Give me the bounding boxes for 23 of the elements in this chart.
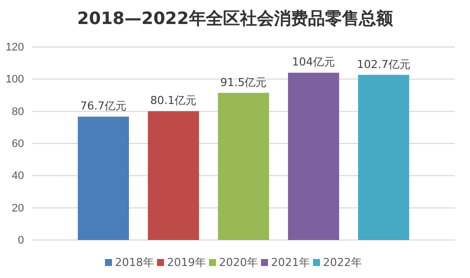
chart-title: 2018—2022年全区社会消费品零售总额 (77, 9, 394, 29)
data-label: 102.7亿元 (356, 58, 410, 71)
bar (148, 111, 200, 240)
y-tick-label: 120 (6, 42, 24, 54)
legend-label: 2021年 (271, 256, 310, 269)
bar (78, 116, 129, 240)
legend-label: 2020年 (219, 256, 258, 269)
bar (288, 72, 340, 240)
y-tick-label: 60 (12, 138, 24, 150)
data-label: 76.7亿元 (80, 100, 127, 113)
legend-label: 2018年 (115, 256, 154, 269)
y-tick-label: 100 (6, 74, 24, 86)
y-tick-label: 20 (12, 202, 24, 214)
data-label: 91.5亿元 (220, 76, 267, 89)
y-tick-label: 40 (12, 170, 24, 182)
y-tick-label: 80 (12, 106, 24, 118)
data-label: 80.1亿元 (150, 94, 197, 108)
y-tick-label: 0 (18, 234, 24, 247)
legend-label: 2019年 (167, 256, 206, 269)
legend-label: 2022年 (323, 256, 362, 269)
bar (218, 92, 270, 240)
data-label: 104亿元 (292, 56, 336, 69)
bar (358, 74, 410, 240)
